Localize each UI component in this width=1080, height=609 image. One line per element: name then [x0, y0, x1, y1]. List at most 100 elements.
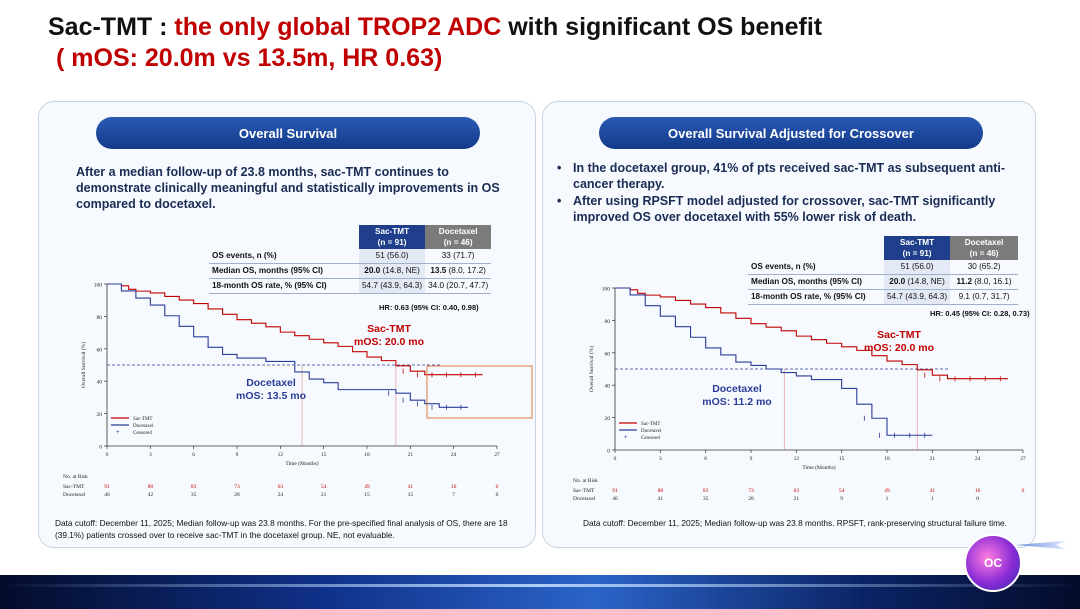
risk-value: 28 [234, 492, 240, 498]
x-tick-label: 9 [236, 452, 239, 458]
risk-value: 41 [408, 484, 414, 490]
x-tick-label: 3 [149, 452, 152, 458]
curve-label: Docetaxel [712, 383, 762, 395]
risk-value: 54 [839, 488, 845, 494]
risk-value: 24 [278, 492, 284, 498]
x-tick-label: 6 [192, 452, 195, 458]
y-tick-label: 40 [97, 380, 103, 386]
risk-value: 9 [840, 496, 843, 502]
left-footnote: Data cutoff: December 11, 2025; Median f… [55, 518, 508, 540]
table-header-row: Sac-TMT (n = 91) Docetaxel (n = 46) [748, 236, 1019, 260]
curve-median-label: mOS: 11.2 mo [702, 396, 771, 408]
risk-value: 83 [191, 484, 197, 490]
right-panel-heading: Overall Survival Adjusted for Crossover [599, 117, 983, 149]
left-panel-heading: Overall Survival [96, 117, 480, 149]
risk-value: 0 [496, 492, 499, 498]
slide-title: Sac-TMT : the only global TROP2 ADC with… [48, 12, 822, 42]
legend-censor-label: Censored [641, 436, 660, 441]
y-axis-title: Overall Survival (%) [588, 346, 595, 392]
risk-value: 21 [794, 496, 800, 502]
legend-sac-label: Sac-TMT [641, 422, 660, 427]
x-tick-label: 21 [408, 452, 414, 458]
risk-value: 0 [1022, 488, 1025, 494]
y-tick-label: 100 [94, 283, 103, 289]
legend-doc-label: Docetaxel [133, 424, 154, 429]
table-row: Median OS, months (95% CI) 20.0 (14.8, N… [748, 274, 1019, 290]
x-tick-label: 24 [451, 452, 457, 458]
risk-row-label: Sac-TMT [573, 488, 595, 494]
risk-value: 73 [234, 484, 240, 490]
y-tick-label: 20 [97, 412, 103, 418]
slide-subtitle: ( mOS: 20.0m vs 13.5m, HR 0.63) [56, 44, 443, 72]
hazard-ratio-note: HR: 0.45 (95% CI: 0.28, 0.73) [930, 309, 1030, 318]
x-tick-label: 12 [794, 456, 800, 462]
x-axis-title: Time (Months) [285, 460, 318, 467]
bottom-banner [0, 575, 1080, 609]
y-tick-label: 100 [602, 287, 611, 293]
sac-tmt-curve [615, 287, 1008, 380]
y-tick-label: 0 [607, 449, 610, 455]
x-axis-title: Time (Months) [802, 464, 835, 471]
y-tick-label: 60 [97, 347, 103, 353]
y-tick-label: 40 [605, 384, 611, 390]
bullet-item: After using RPSFT model adjusted for cro… [557, 193, 1033, 225]
risk-value: 88 [148, 484, 154, 490]
legend-doc-label: Docetaxel [641, 429, 662, 434]
x-tick-label: 15 [839, 456, 845, 462]
highlight-box [426, 365, 533, 419]
risk-value: 0 [496, 484, 499, 490]
legend-sac-label: Sac-TMT [133, 417, 152, 422]
risk-value: 91 [612, 488, 618, 494]
table-row: 18-month OS rate, % (95% CI) 54.7 (43.9,… [209, 278, 492, 294]
risk-value: 21 [321, 492, 327, 498]
right-panel: Overall Survival Adjusted for Crossover … [542, 101, 1036, 548]
doc-column-header: Docetaxel (n = 46) [950, 236, 1019, 260]
risk-value: 54 [321, 484, 327, 490]
risk-table-title: No. at Risk [573, 478, 598, 484]
risk-value: 28 [748, 496, 754, 502]
x-tick-label: 15 [321, 452, 327, 458]
curve-label: Sac-TMT [877, 329, 921, 341]
risk-value: 15 [408, 492, 414, 498]
legend-censor-label: Censored [133, 431, 152, 436]
title-part1: Sac-TMT : [48, 13, 175, 41]
y-tick-label: 20 [605, 416, 611, 422]
risk-value: 0 [976, 496, 979, 502]
bullet-item: In the docetaxel group, 41% of pts recei… [557, 160, 1033, 192]
x-tick-label: 27 [494, 452, 500, 458]
risk-value: 16 [975, 488, 981, 494]
risk-value: 41 [658, 496, 664, 502]
x-tick-label: 0 [106, 452, 109, 458]
risk-value: 49 [884, 488, 890, 494]
risk-value: 49 [364, 484, 370, 490]
docetaxel-curve [107, 283, 469, 408]
table-row: OS events, n (%) 51 (56.0) 30 (65.2) [748, 260, 1019, 275]
risk-value: 42 [148, 492, 154, 498]
conference-logo: OC [964, 534, 1022, 592]
curve-median-label: mOS: 20.0 mo [354, 336, 424, 348]
risk-value: 73 [748, 488, 754, 494]
curve-label: Sac-TMT [367, 323, 411, 335]
risk-value: 1 [931, 496, 934, 502]
risk-value: 1 [886, 496, 889, 502]
left-panel: Overall Survival After a median follow-u… [38, 101, 536, 548]
x-tick-label: 0 [614, 456, 617, 462]
curve-label: Docetaxel [246, 377, 296, 389]
risk-value: 63 [278, 484, 284, 490]
risk-value: 35 [191, 492, 197, 498]
x-tick-label: 9 [750, 456, 753, 462]
risk-value: 41 [930, 488, 936, 494]
legend-censor-icon: + [624, 435, 628, 441]
curve-median-label: mOS: 20.0 mo [864, 342, 934, 354]
risk-row-label: Sac-TMT [63, 484, 85, 490]
sac-column-header: Sac-TMT (n = 91) [884, 236, 951, 260]
risk-value: 63 [794, 488, 800, 494]
risk-value: 46 [104, 492, 110, 498]
risk-row-label: Docetaxel [63, 492, 86, 498]
x-tick-label: 18 [364, 452, 370, 458]
sac-column-header: Sac-TMT (n = 91) [359, 225, 426, 249]
docetaxel-curve [615, 287, 933, 436]
risk-value: 88 [658, 488, 664, 494]
title-part3: with significant OS benefit [501, 13, 823, 41]
title-part2: the only global TROP2 ADC [174, 13, 502, 41]
